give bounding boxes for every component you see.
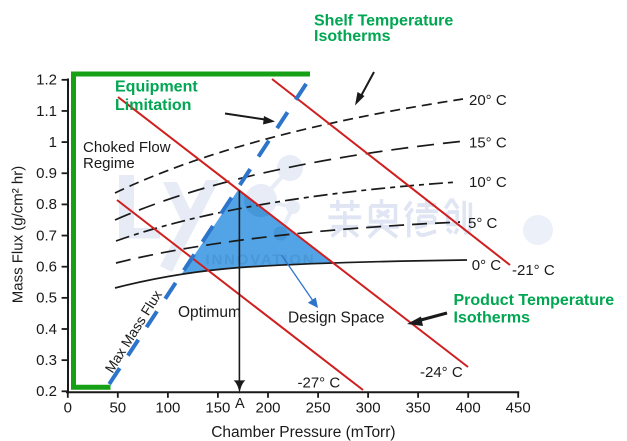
- svg-text:450: 450: [506, 400, 531, 417]
- svg-text:0.3: 0.3: [36, 352, 57, 369]
- svg-text:350: 350: [406, 400, 431, 417]
- svg-text:Product Temperature: Product Temperature: [454, 292, 615, 309]
- svg-text:15° C: 15° C: [469, 135, 507, 152]
- svg-text:300: 300: [356, 400, 381, 417]
- svg-text:100: 100: [155, 400, 180, 417]
- svg-text:Chamber Pressure (mTorr): Chamber Pressure (mTorr): [211, 424, 395, 441]
- svg-text:0.8: 0.8: [36, 196, 57, 213]
- svg-text:20° C: 20° C: [469, 92, 507, 109]
- svg-text:0: 0: [64, 400, 72, 417]
- svg-text:-21° C: -21° C: [512, 262, 555, 279]
- svg-text:-24° C: -24° C: [420, 364, 463, 381]
- svg-text:0.9: 0.9: [36, 165, 57, 182]
- svg-text:Limitation: Limitation: [115, 97, 191, 114]
- svg-text:Mass Flux (g/cm² hr): Mass Flux (g/cm² hr): [10, 166, 27, 304]
- svg-text:1: 1: [49, 134, 57, 151]
- svg-text:400: 400: [456, 400, 481, 417]
- svg-text:50: 50: [109, 400, 126, 417]
- svg-text:0.6: 0.6: [36, 259, 57, 276]
- svg-text:-27° C: -27° C: [298, 375, 341, 392]
- svg-text:Regime: Regime: [83, 155, 135, 172]
- svg-text:0.7: 0.7: [36, 227, 57, 244]
- svg-text:200: 200: [255, 400, 280, 417]
- svg-text:A: A: [235, 396, 245, 412]
- svg-text:150: 150: [205, 400, 230, 417]
- svg-text:250: 250: [306, 400, 331, 417]
- svg-text:0.2: 0.2: [36, 383, 57, 400]
- svg-text:Optimum: Optimum: [178, 304, 241, 321]
- svg-text:Isotherms: Isotherms: [314, 28, 391, 45]
- svg-text:Isotherms: Isotherms: [454, 310, 531, 327]
- svg-text:Design Space: Design Space: [288, 310, 385, 327]
- svg-text:5° C: 5° C: [468, 215, 498, 232]
- svg-text:0° C: 0° C: [472, 257, 502, 274]
- svg-text:0.5: 0.5: [36, 290, 57, 307]
- svg-text:Equipment: Equipment: [115, 79, 198, 96]
- svg-text:1.1: 1.1: [36, 103, 57, 120]
- svg-text:10° C: 10° C: [469, 174, 507, 191]
- svg-text:1.2: 1.2: [36, 72, 57, 89]
- svg-text:Choked Flow: Choked Flow: [83, 139, 171, 156]
- svg-text:Shelf Temperature: Shelf Temperature: [314, 13, 453, 30]
- svg-text:0.4: 0.4: [36, 321, 57, 338]
